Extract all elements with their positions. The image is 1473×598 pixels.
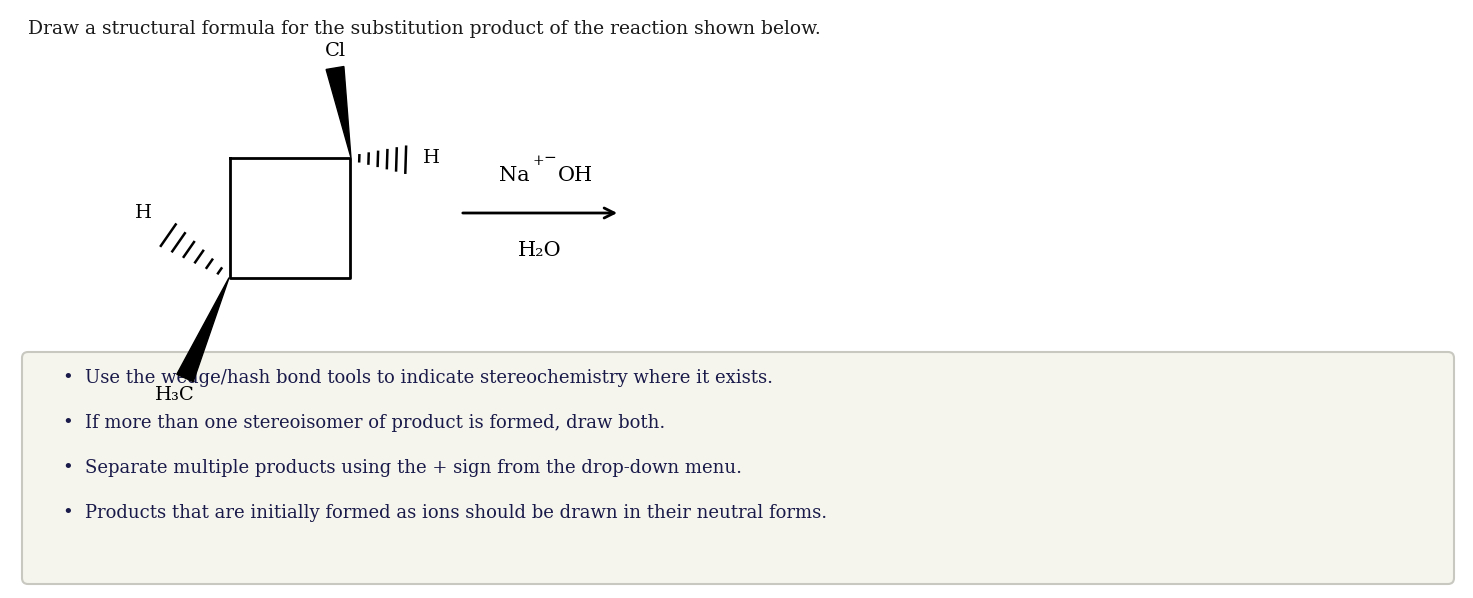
Text: •: • [63,504,74,522]
Text: H: H [136,204,152,222]
Text: •: • [63,414,74,432]
Text: Cl: Cl [324,42,346,60]
Text: Use the wedge/hash bond tools to indicate stereochemistry where it exists.: Use the wedge/hash bond tools to indicat… [85,369,773,387]
Text: H: H [423,149,440,167]
Text: Products that are initially formed as ions should be drawn in their neutral form: Products that are initially formed as io… [85,504,828,522]
Text: H₂O: H₂O [518,241,561,260]
Text: Separate multiple products using the + sign from the drop-down menu.: Separate multiple products using the + s… [85,459,742,477]
Text: Na: Na [499,166,530,185]
Text: −: − [544,151,555,165]
Polygon shape [177,277,230,382]
Text: •: • [63,459,74,477]
Text: H₃C: H₃C [155,386,194,404]
Text: •: • [63,369,74,387]
Text: +: + [532,154,544,168]
FancyBboxPatch shape [22,352,1454,584]
Text: If more than one stereoisomer of product is formed, draw both.: If more than one stereoisomer of product… [85,414,666,432]
Text: OH: OH [558,166,594,185]
Text: Draw a structural formula for the substitution product of the reaction shown bel: Draw a structural formula for the substi… [28,20,820,38]
Polygon shape [326,66,351,158]
